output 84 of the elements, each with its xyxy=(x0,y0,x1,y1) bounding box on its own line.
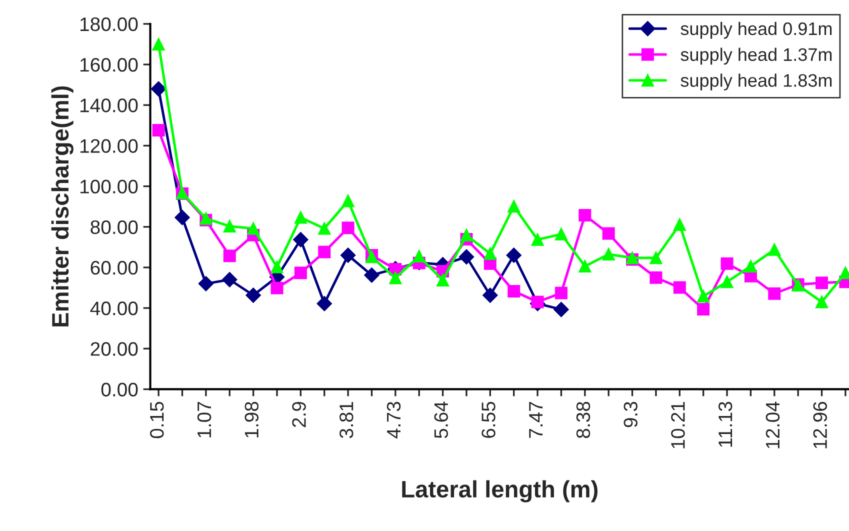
point xyxy=(316,296,332,312)
point xyxy=(150,81,166,96)
point xyxy=(484,247,496,260)
point xyxy=(650,271,662,284)
point xyxy=(720,276,734,288)
x-tick-label: 5.64 xyxy=(434,402,448,438)
point xyxy=(816,296,828,308)
x-tick-label: 3.81 xyxy=(340,402,354,438)
point xyxy=(602,248,615,261)
legend-label: supply head 1.83m xyxy=(680,74,832,90)
y-axis-title: Emitter discharge(ml) xyxy=(51,86,74,326)
point xyxy=(768,243,781,256)
point xyxy=(650,252,662,264)
x-tick-label: 10.21 xyxy=(671,402,685,448)
point xyxy=(389,272,402,284)
point xyxy=(340,248,356,263)
y-tick-label: 180.00 xyxy=(80,17,138,32)
point xyxy=(223,220,236,232)
point xyxy=(223,250,236,262)
x-tick-label: 1.07 xyxy=(197,402,212,438)
point xyxy=(222,272,238,288)
point xyxy=(508,284,520,298)
y-tick-label: 0.00 xyxy=(101,382,138,396)
point xyxy=(342,194,354,208)
point xyxy=(293,232,308,248)
point xyxy=(412,250,426,263)
point xyxy=(342,222,354,234)
x-tick-label: 8.38 xyxy=(576,402,590,438)
x-tick-label: 1.98 xyxy=(244,402,259,438)
y-tick-label: 40.00 xyxy=(90,302,138,316)
point xyxy=(816,276,828,290)
y-tick-label: 140.00 xyxy=(80,98,138,112)
point xyxy=(744,260,757,272)
point xyxy=(578,209,592,222)
point xyxy=(578,260,592,272)
point xyxy=(697,303,710,316)
x-tick-label: 9.3 xyxy=(624,402,638,428)
point xyxy=(294,211,307,224)
point xyxy=(554,228,568,240)
x-tick-label: 12.96 xyxy=(813,402,827,448)
x-tick-label: 12.04 xyxy=(766,402,780,448)
x-tick-label: 7.47 xyxy=(529,402,543,438)
point xyxy=(198,276,214,292)
x-tick-label: 2.9 xyxy=(292,402,306,428)
point xyxy=(174,210,190,226)
y-tick-label: 60.00 xyxy=(90,260,138,275)
point xyxy=(697,290,710,303)
x-tick-label: 0.15 xyxy=(150,402,164,438)
point xyxy=(460,228,473,242)
point xyxy=(531,296,544,308)
y-tick-label: 100.00 xyxy=(80,180,138,194)
point xyxy=(318,222,331,235)
point xyxy=(294,266,307,280)
point xyxy=(768,287,781,300)
point xyxy=(152,124,165,136)
point xyxy=(506,248,522,263)
y-tick-label: 120.00 xyxy=(80,139,138,153)
legend-label: supply head 1.37m xyxy=(680,48,832,65)
point xyxy=(246,288,261,303)
y-tick-label: 20.00 xyxy=(90,342,138,356)
point xyxy=(554,286,568,300)
point xyxy=(318,246,331,258)
y-tick-label: 80.00 xyxy=(90,220,138,234)
point xyxy=(152,38,165,50)
point xyxy=(458,249,474,264)
y-tick-label: 160.00 xyxy=(80,58,138,72)
legend-label: supply head 0.91m xyxy=(680,22,832,39)
point xyxy=(602,227,615,240)
x-tick-label: 11.13 xyxy=(718,402,732,447)
point xyxy=(364,268,380,283)
x-tick-label: 6.55 xyxy=(482,402,496,438)
point xyxy=(531,233,544,246)
point xyxy=(247,222,260,235)
point xyxy=(482,288,498,303)
point xyxy=(436,274,450,286)
point xyxy=(270,282,284,294)
point xyxy=(673,281,686,294)
point xyxy=(720,257,734,270)
point xyxy=(673,218,686,231)
point xyxy=(508,200,520,213)
x-axis-title: Lateral length (m) xyxy=(402,480,598,502)
point xyxy=(270,260,284,274)
point xyxy=(554,302,569,318)
x-tick-label: 4.73 xyxy=(386,402,401,438)
